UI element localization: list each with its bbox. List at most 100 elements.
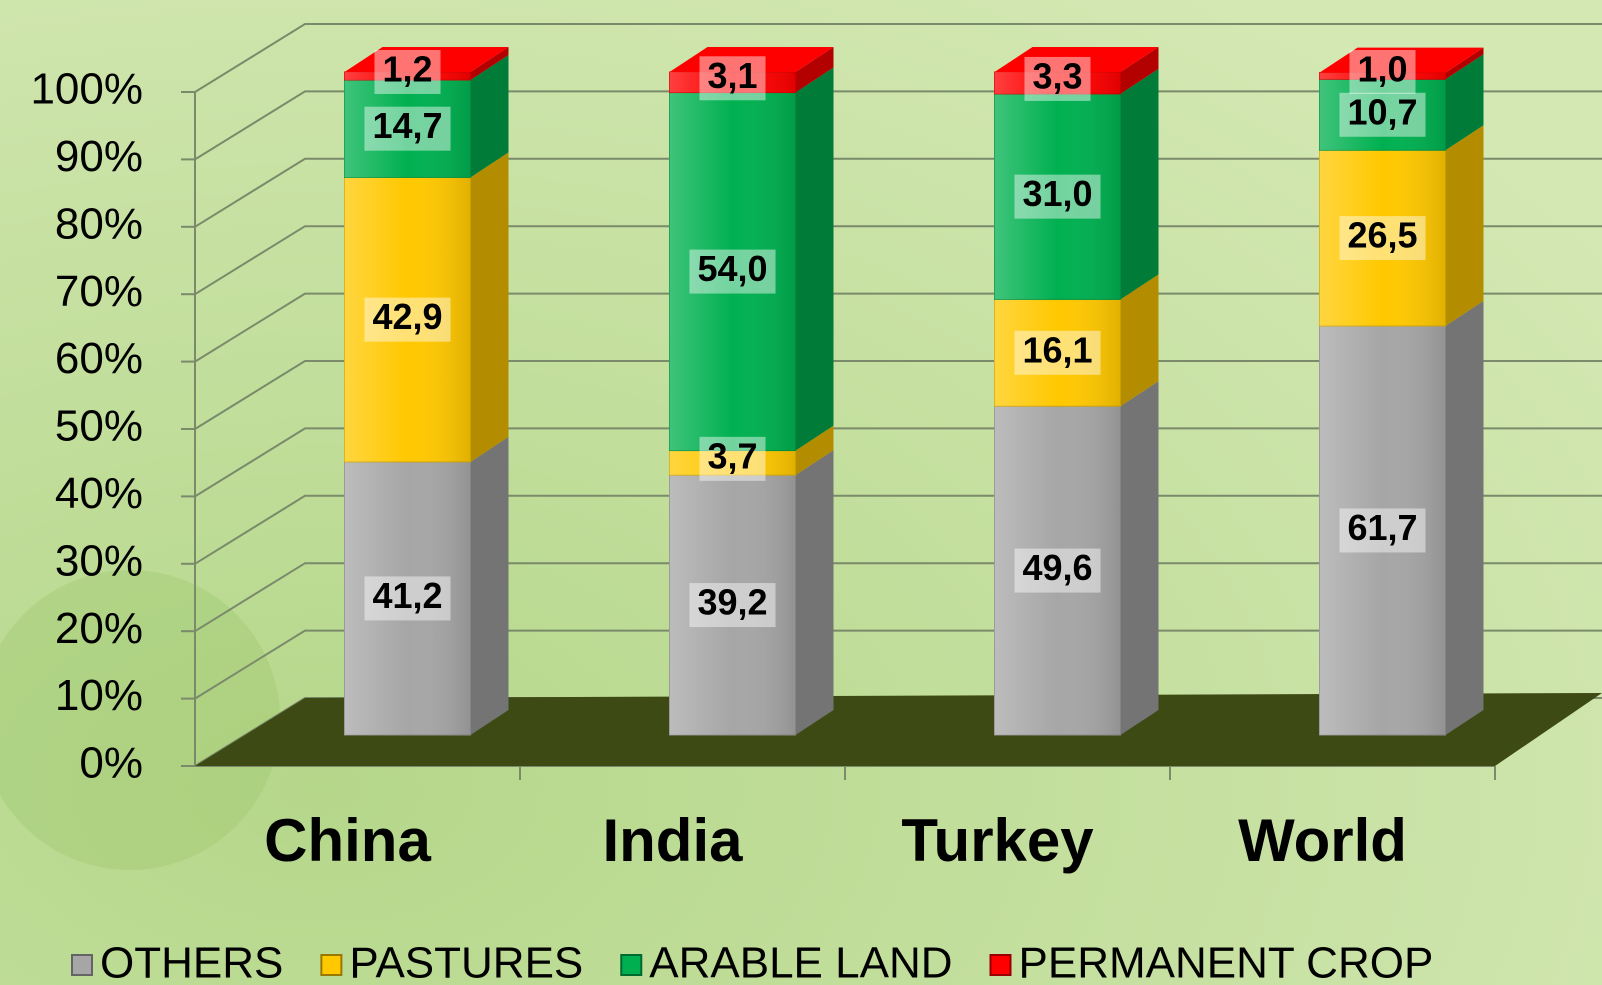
bar-side	[1120, 381, 1159, 735]
grid-line	[194, 629, 1602, 700]
data-label-bg	[1014, 330, 1101, 375]
legend-marker	[71, 954, 93, 976]
data-label: 1,0	[1357, 48, 1407, 89]
bar-top	[994, 47, 1159, 72]
data-label: 41,2	[372, 575, 442, 616]
data-label-group: 14,7	[364, 105, 451, 151]
data-label: 39,2	[697, 582, 767, 623]
data-label-group: 16,1	[1014, 329, 1101, 375]
data-label: 31,0	[1022, 173, 1092, 214]
bar-side	[795, 450, 834, 735]
data-label-bg	[689, 249, 776, 294]
bar-side	[1120, 68, 1159, 300]
data-label-bg	[1014, 548, 1101, 593]
grid-line	[194, 562, 1602, 633]
data-label: 54,0	[697, 248, 767, 289]
bar-shine	[1319, 325, 1446, 735]
bar-side	[470, 436, 509, 735]
bar-side	[470, 152, 509, 462]
y-tick-label: 0%	[79, 739, 143, 788]
grid-line	[194, 360, 1602, 430]
data-label-bg	[699, 56, 766, 101]
data-label-group: 61,7	[1339, 507, 1426, 553]
bar-side	[795, 47, 834, 93]
grid-line	[194, 494, 1602, 565]
bar-side	[1445, 54, 1484, 151]
bar-shine	[994, 299, 1121, 407]
bar-top	[344, 47, 509, 72]
bar-shine	[994, 406, 1121, 735]
data-label: 1,2	[382, 48, 432, 89]
bar-shine	[1319, 79, 1446, 151]
data-label-bg	[364, 106, 451, 151]
bar-shine	[669, 475, 796, 735]
data-label: 3,1	[707, 55, 757, 96]
y-tick-label: 40%	[55, 469, 143, 518]
bar-shine	[344, 177, 471, 462]
data-label-group: 26,5	[1339, 215, 1426, 261]
bar-top	[669, 47, 834, 72]
y-tick-label: 100%	[30, 65, 143, 114]
bar-shine	[994, 72, 1121, 94]
y-tick-label: 30%	[55, 536, 143, 585]
data-label-group: 3,3	[1024, 55, 1091, 101]
grid-line	[194, 292, 1602, 363]
floor	[195, 693, 1602, 766]
legend-marker	[620, 954, 643, 976]
data-label: 26,5	[1347, 215, 1417, 256]
data-label: 10,7	[1347, 91, 1417, 132]
data-label-bg	[1339, 92, 1426, 137]
y-tick-label: 20%	[55, 604, 143, 653]
y-tick-label: 60%	[55, 334, 143, 383]
bar-shine	[1319, 72, 1446, 80]
bar-shine	[669, 450, 796, 476]
data-label-group: 1,2	[374, 48, 441, 94]
bar-shine	[344, 79, 471, 178]
data-label-bg	[689, 583, 776, 628]
data-label-group: 39,2	[689, 582, 776, 628]
y-tick-label: 10%	[55, 671, 143, 720]
legend-marker	[320, 954, 343, 976]
data-label: 16,1	[1022, 329, 1092, 370]
data-label-group: 1,0	[1349, 48, 1416, 94]
data-label: 14,7	[372, 105, 442, 146]
bar-shine	[669, 72, 796, 93]
bar-side	[1120, 47, 1159, 94]
data-label-group: 3,7	[699, 435, 766, 481]
data-label-bg	[1014, 174, 1101, 219]
y-tick-label: 80%	[55, 199, 143, 248]
bar-side	[795, 425, 834, 476]
data-label-bg	[699, 436, 766, 481]
grid-line	[194, 225, 1602, 296]
bar-shine	[1319, 150, 1446, 326]
data-label: 42,9	[372, 296, 442, 337]
data-label: 3,7	[707, 435, 757, 476]
grid-line	[194, 427, 1602, 498]
bar-shine	[669, 92, 796, 451]
data-label: 61,7	[1347, 507, 1417, 548]
grid-line	[194, 90, 1602, 161]
grid-line	[194, 157, 1602, 228]
data-label-group: 41,2	[364, 575, 451, 621]
data-label-bg	[1349, 49, 1416, 94]
data-label-bg	[1024, 56, 1091, 101]
legend-label: PERMANENT CROP	[1019, 939, 1434, 985]
bar-side	[470, 47, 509, 80]
data-label-group: 49,6	[1014, 547, 1101, 593]
data-label: 3,3	[1032, 55, 1082, 96]
y-tick-label: 90%	[55, 132, 143, 181]
data-label-bg	[364, 297, 451, 342]
globe-decoration	[0, 570, 280, 870]
bar-shine	[344, 72, 471, 80]
data-label-bg	[364, 576, 451, 621]
bar-top	[1319, 47, 1484, 73]
data-label-group: 3,1	[699, 55, 766, 101]
x-tick-label: India	[602, 807, 743, 874]
bar-side	[1445, 125, 1484, 326]
data-label-bg	[1339, 216, 1426, 261]
legend-marker	[989, 954, 1012, 976]
data-label-group: 31,0	[1014, 173, 1101, 219]
y-tick-label: 50%	[55, 402, 143, 451]
x-tick-label: China	[264, 807, 431, 874]
